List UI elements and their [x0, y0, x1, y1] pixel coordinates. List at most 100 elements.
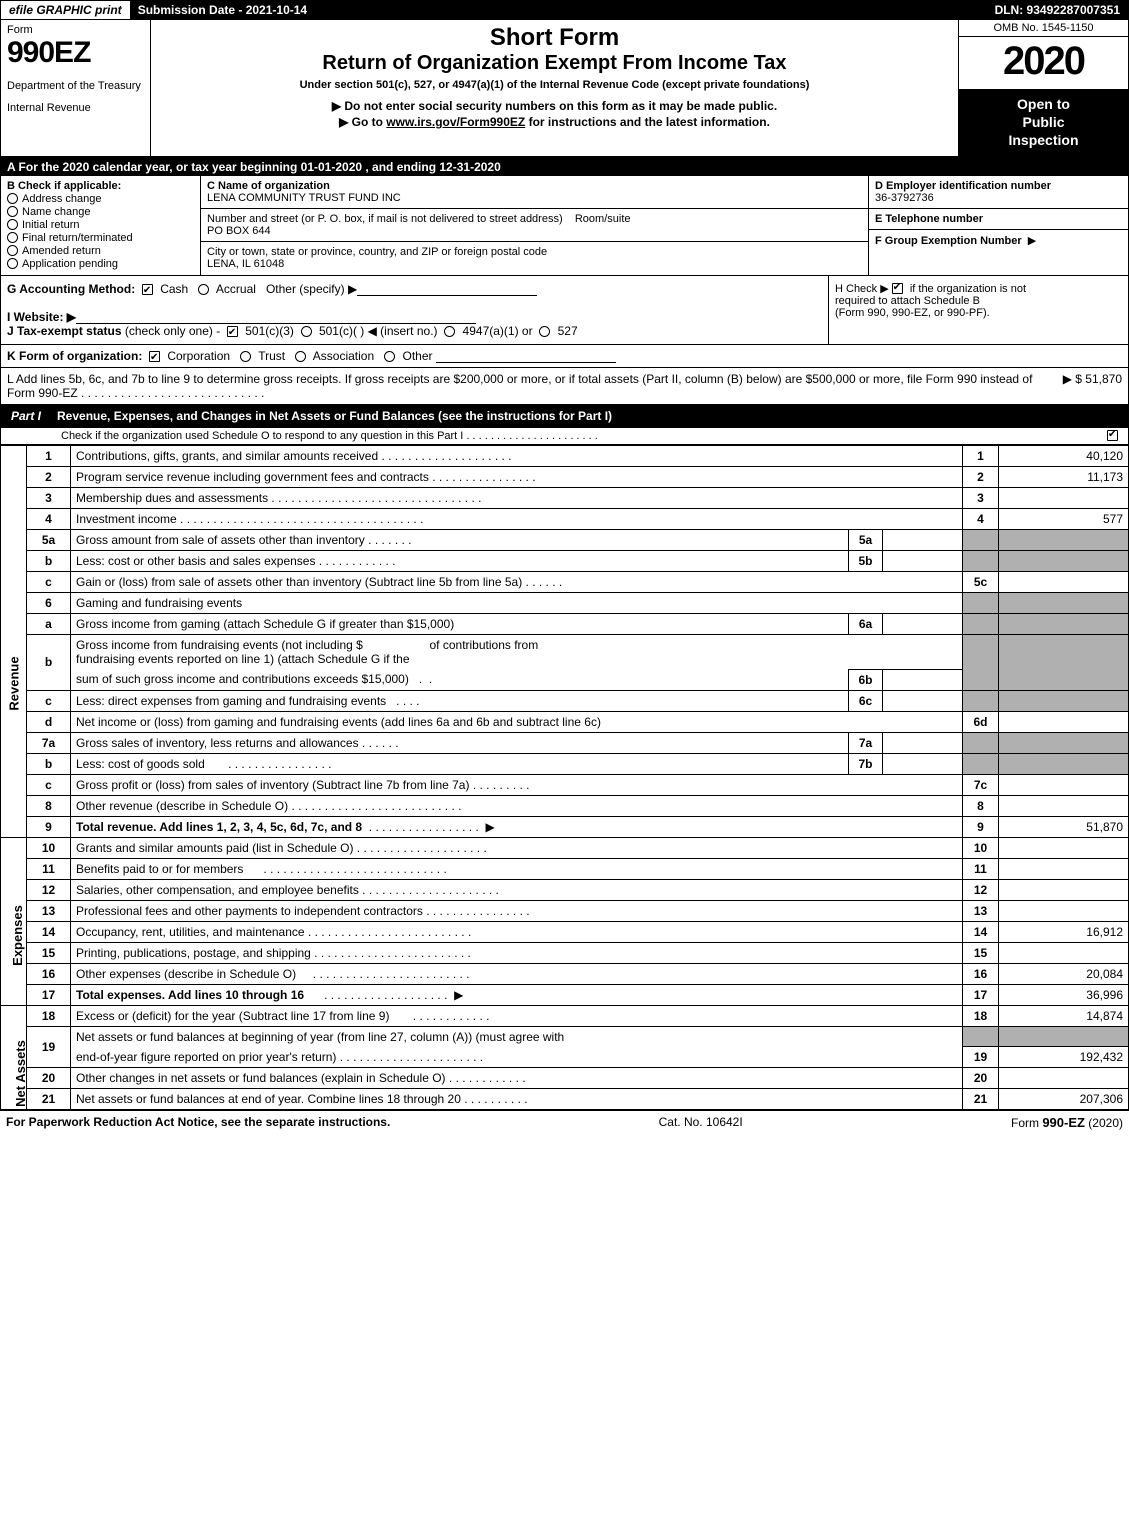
chk-schedule-b[interactable] — [892, 283, 903, 294]
vlabel-revenue: Revenue — [1, 445, 27, 837]
other-specify-blank[interactable] — [357, 284, 537, 296]
chk-final-return[interactable]: Final return/terminated — [7, 232, 194, 244]
efile-print-label[interactable]: efile GRAPHIC print — [1, 1, 130, 19]
l6d-num: d — [27, 711, 71, 732]
l5b-subval — [883, 550, 963, 571]
l-text-span: L Add lines 5b, 6c, and 7b to line 9 to … — [7, 372, 1032, 400]
chk-name-change[interactable]: Name change — [7, 206, 194, 218]
chk-4947[interactable] — [444, 326, 455, 337]
footer-right-bold: 990-EZ — [1042, 1115, 1085, 1130]
l18-val: 14,874 — [999, 1005, 1129, 1026]
l19-box: 19 — [963, 1047, 999, 1068]
line-9: 9 Total revenue. Add lines 1, 2, 3, 4, 5… — [1, 816, 1129, 837]
section-b-heading: B Check if applicable: — [7, 180, 194, 192]
l5b-num: b — [27, 550, 71, 571]
chk-accrual-label: Accrual — [216, 282, 256, 296]
l5a-sub: 5a — [849, 529, 883, 550]
l6-num: 6 — [27, 592, 71, 613]
l6c-desc: Less: direct expenses from gaming and fu… — [71, 690, 849, 711]
chk-association[interactable] — [295, 351, 306, 362]
chk-address-change[interactable]: Address change — [7, 193, 194, 205]
l21-box: 21 — [963, 1089, 999, 1110]
l5b-box-shaded — [963, 550, 999, 571]
chk-cash[interactable] — [142, 284, 153, 295]
footer-left: For Paperwork Reduction Act Notice, see … — [6, 1115, 390, 1130]
chk-final-return-label: Final return/terminated — [22, 232, 133, 244]
goto-link[interactable]: www.irs.gov/Form990EZ — [386, 115, 525, 129]
chk-amended-return[interactable]: Amended return — [7, 245, 194, 257]
chk-name-change-label: Name change — [22, 206, 91, 218]
goto-line: ▶ Go to www.irs.gov/Form990EZ for instru… — [157, 115, 952, 129]
l6c-val-shaded — [999, 690, 1129, 711]
l9-val: 51,870 — [999, 816, 1129, 837]
warning-line: Do not enter social security numbers on … — [157, 99, 952, 113]
j-prefix: J Tax-exempt status — [7, 324, 122, 338]
l6-desc: Gaming and fundraising events — [71, 592, 963, 613]
l-text: L Add lines 5b, 6c, and 7b to line 9 to … — [7, 372, 1063, 400]
chk-corporation[interactable] — [149, 351, 160, 362]
l3-desc: Membership dues and assessments . . . . … — [71, 487, 963, 508]
chk-initial-return[interactable]: Initial return — [7, 219, 194, 231]
l7c-num: c — [27, 774, 71, 795]
line-4: 4 Investment income . . . . . . . . . . … — [1, 508, 1129, 529]
l19-num: 19 — [27, 1026, 71, 1068]
l7a-num: 7a — [27, 732, 71, 753]
chk-schedule-o-part1[interactable] — [1107, 430, 1118, 441]
l9-num: 9 — [27, 816, 71, 837]
tax-year: 2020 — [959, 37, 1128, 89]
l20-num: 20 — [27, 1068, 71, 1089]
dln-label: DLN: 93492287007351 — [987, 1, 1128, 19]
l13-box: 13 — [963, 900, 999, 921]
topbar-spacer — [315, 1, 986, 19]
chk-527[interactable] — [539, 326, 550, 337]
line-3: 3 Membership dues and assessments . . . … — [1, 487, 1129, 508]
chk-other-org[interactable] — [384, 351, 395, 362]
l3-box: 3 — [963, 487, 999, 508]
l5b-val-shaded — [999, 550, 1129, 571]
line-7a: 7a Gross sales of inventory, less return… — [1, 732, 1129, 753]
l7b-subval — [883, 753, 963, 774]
l11-desc: Benefits paid to or for members . . . . … — [71, 858, 963, 879]
l17-val: 36,996 — [999, 984, 1129, 1005]
chk-accrual[interactable] — [198, 284, 209, 295]
l17-num: 17 — [27, 984, 71, 1005]
line-6b-1: b Gross income from fundraising events (… — [1, 634, 1129, 669]
section-def: D Employer identification number 36-3792… — [868, 176, 1128, 275]
c-name-row: C Name of organization LENA COMMUNITY TR… — [201, 176, 868, 209]
l1-desc: Contributions, gifts, grants, and simila… — [71, 445, 963, 466]
l4-box: 4 — [963, 508, 999, 529]
chk-501c-label: 501(c)( ) ◀ (insert no.) — [319, 324, 438, 338]
vlabel-net-assets-text: Net Assets — [13, 1040, 28, 1107]
header-right: OMB No. 1545-1150 2020 Open to Public In… — [958, 20, 1128, 156]
header-left: Form 990EZ Department of the Treasury In… — [1, 20, 151, 156]
chk-application-pending[interactable]: Application pending — [7, 258, 194, 270]
l19-val-shaded — [999, 1026, 1129, 1047]
l4-desc: Investment income . . . . . . . . . . . … — [71, 508, 963, 529]
l6d-desc: Net income or (loss) from gaming and fun… — [71, 711, 963, 732]
part1-sub-span: Check if the organization used Schedule … — [61, 430, 463, 442]
chk-cash-label: Cash — [160, 282, 188, 296]
l18-desc: Excess or (deficit) for the year (Subtra… — [71, 1005, 963, 1026]
chk-amended-return-label: Amended return — [22, 245, 101, 257]
chk-corporation-label: Corporation — [167, 349, 230, 363]
chk-501c3[interactable] — [227, 326, 238, 337]
footer-right-pre: Form — [1011, 1116, 1042, 1130]
website-blank[interactable] — [76, 312, 476, 324]
l6-box-shaded — [963, 592, 999, 613]
omb-number: OMB No. 1545-1150 — [959, 20, 1128, 37]
l1-num: 1 — [27, 445, 71, 466]
vlabel-revenue-text: Revenue — [7, 656, 22, 710]
other-org-blank[interactable] — [436, 351, 616, 363]
l21-desc: Net assets or fund balances at end of ye… — [71, 1089, 963, 1110]
street-value: PO BOX 644 — [207, 225, 271, 237]
chk-501c[interactable] — [301, 326, 312, 337]
g-prefix: G Accounting Method: — [7, 282, 135, 296]
line-2: 2 Program service revenue including gove… — [1, 466, 1129, 487]
inspection-1: Open to — [1017, 96, 1070, 112]
l5a-val-shaded — [999, 529, 1129, 550]
l6c-num: c — [27, 690, 71, 711]
line-15: 15 Printing, publications, postage, and … — [1, 942, 1129, 963]
line-10: Expenses 10 Grants and similar amounts p… — [1, 837, 1129, 858]
l7a-val-shaded — [999, 732, 1129, 753]
chk-trust[interactable] — [240, 351, 251, 362]
